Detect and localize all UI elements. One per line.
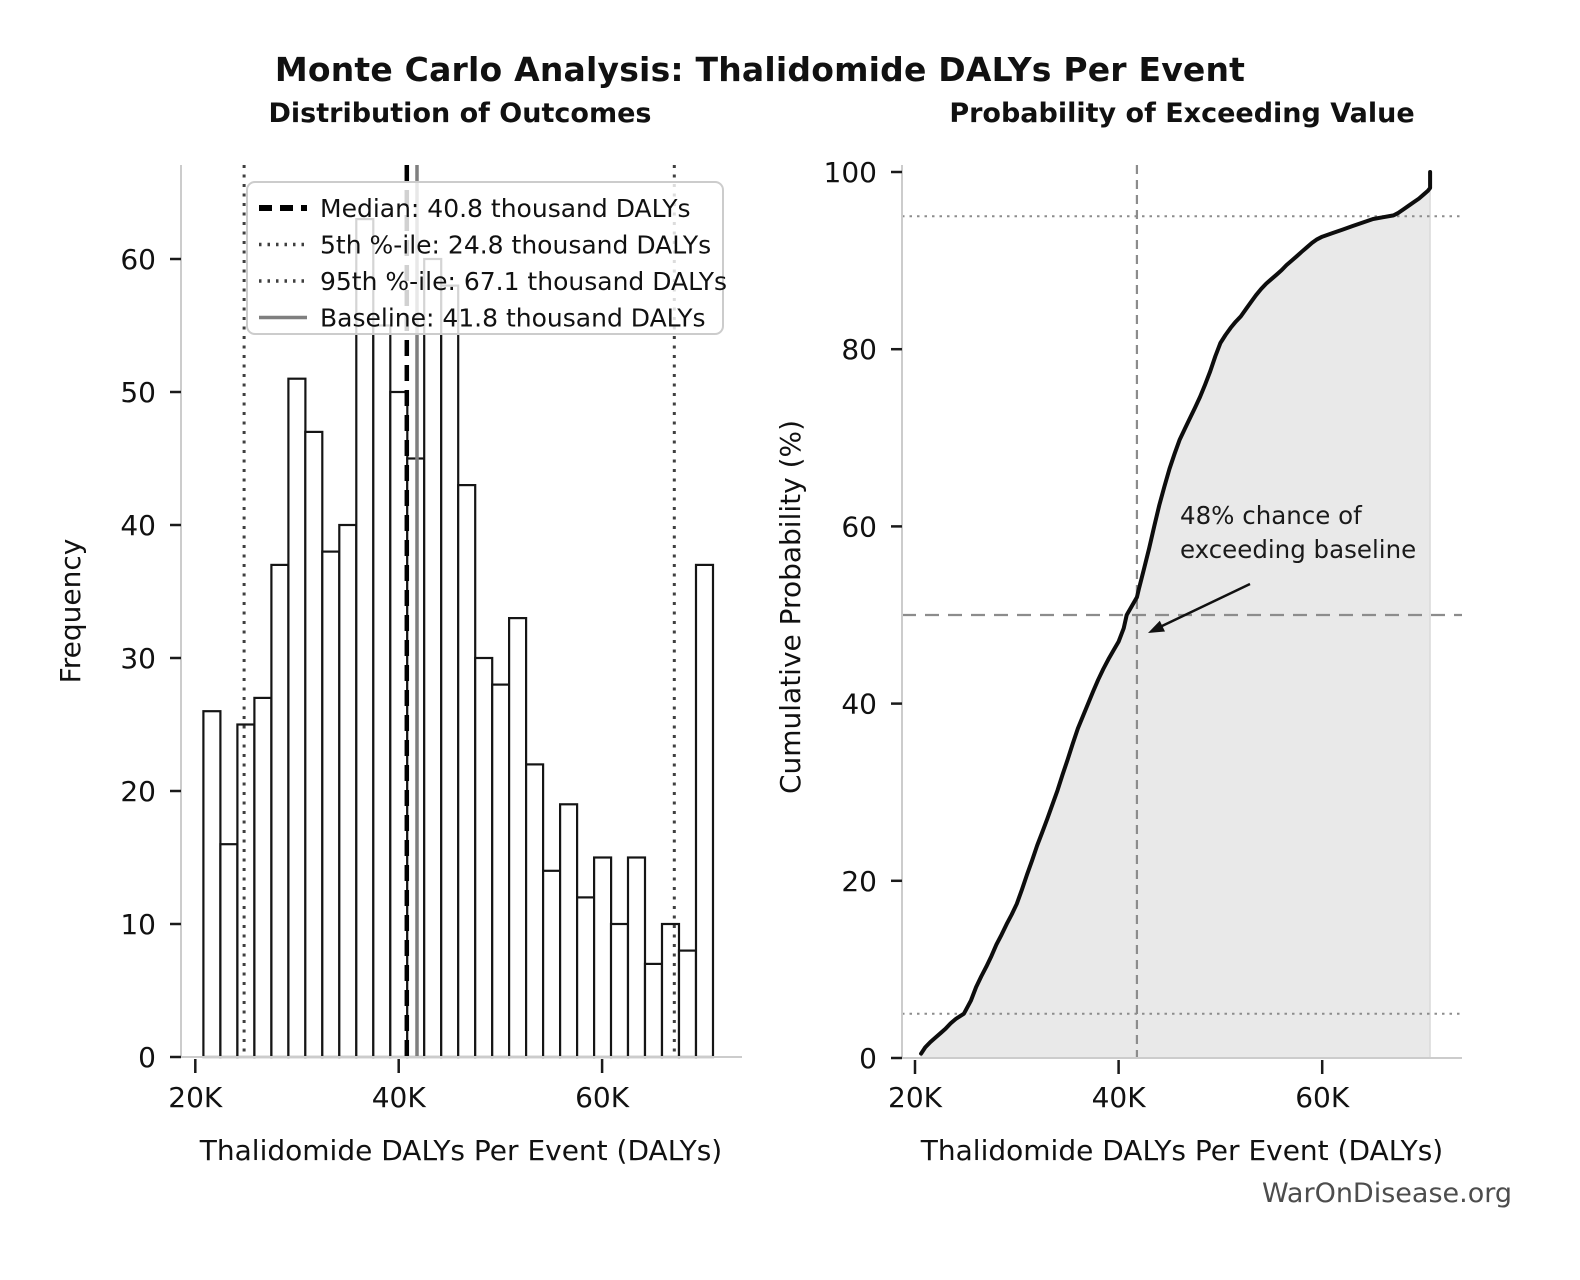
x-tick-label: 20K [168,1081,223,1114]
cdf-curve [919,170,1433,1056]
histogram-bar [338,523,358,1059]
histogram-bar [508,616,528,1059]
y-tick-label: 0 [138,1041,156,1074]
histogram-bar [236,723,256,1059]
y-tick-label: 40 [120,509,156,542]
histogram-title: Distribution of Outcomes [268,98,652,129]
legend-entry-label: Baseline: 41.8 thousand DALYs [320,304,706,333]
watermark-text: WarOnDisease.org [1261,1178,1512,1209]
histogram-bar [694,563,715,1059]
histogram-bar [524,763,545,1059]
y-tick-label: 60 [841,510,877,543]
histogram-bar [440,284,460,1059]
histogram-bar [643,962,664,1059]
annotation-arrow-head [1148,620,1165,633]
y-tick-label: 80 [841,333,877,366]
histogram-bar [321,550,341,1059]
y-tick-label: 60 [120,243,156,276]
annotation-line-2: exceeding baseline [1180,535,1416,564]
histogram-bar [491,683,511,1059]
annotation-line-1: 48% chance of [1180,501,1363,530]
histogram-bar [423,257,443,1059]
histogram-bar [558,803,579,1059]
histogram-bar [677,949,698,1059]
cdf-title: Probability of Exceeding Value [949,98,1415,129]
y-tick-label: 20 [120,775,156,808]
x-tick-label: 60K [1295,1081,1350,1114]
right-y-axis-label: Cumulative Probability (%) [774,420,807,794]
legend-box [246,181,724,335]
y-tick-label: 40 [841,688,877,721]
x-tick-label: 40K [1092,1081,1147,1114]
histogram-bar [304,430,324,1059]
histogram-bar [355,218,375,1059]
left-y-axis-label: Frequency [54,539,87,684]
histogram-bar [287,377,307,1059]
histogram-bar [457,484,477,1059]
annotation: 48% chance of exceeding baseline [1148,501,1416,633]
histogram-bar [626,856,647,1059]
x-tick-label: 40K [372,1081,427,1114]
y-tick-label: 100 [824,156,877,189]
histogram-bar [372,324,392,1059]
x-tick-label: 20K [888,1081,943,1114]
y-tick-label: 20 [841,865,877,898]
histogram-plot: 0 10 20 30 40 50 60 20K 40K 60K Frequency Thalidomi… [54,165,742,1167]
histogram-bar [660,922,681,1059]
legend-entry-label: 95th %-ile: 67.1 thousand DALYs [320,267,727,296]
legend-entry-label: Median: 40.8 thousand DALYs [320,194,691,223]
histogram-bar [575,896,596,1059]
legend: Median: 40.8 thousand DALYs 5th %-ile: 24… [246,181,727,335]
y-tick-label: 0 [859,1042,877,1075]
annotation-arrow-shaft [1161,582,1251,628]
histogram-bar [541,869,562,1059]
histogram-bar [253,696,273,1059]
cdf-plot: 0 20 40 60 80 100 20K 40K 60K Cumulative Probabil… [774,156,1462,1167]
y-tick-label: 10 [120,908,156,941]
histogram-bar [592,856,613,1059]
x-tick-label: 60K [575,1081,630,1114]
y-tick-label: 30 [120,642,156,675]
histogram-bar [219,843,239,1059]
legend-entry-label: 5th %-ile: 24.8 thousand DALYs [320,231,711,260]
page-title: Monte Carlo Analysis: Thalidomide DALYs … [274,50,1246,89]
histogram-bar [202,710,222,1059]
left-x-axis-label: Thalidomide DALYs Per Event (DALYs) [199,1134,722,1167]
histogram-bars [202,218,715,1059]
cdf-shaded-area [920,186,1431,1059]
right-x-axis-label: Thalidomide DALYs Per Event (DALYs) [920,1134,1443,1167]
histogram-bar [609,922,630,1059]
histogram-bar [270,563,290,1059]
y-tick-label: 50 [120,376,156,409]
histogram-bar [474,656,494,1059]
